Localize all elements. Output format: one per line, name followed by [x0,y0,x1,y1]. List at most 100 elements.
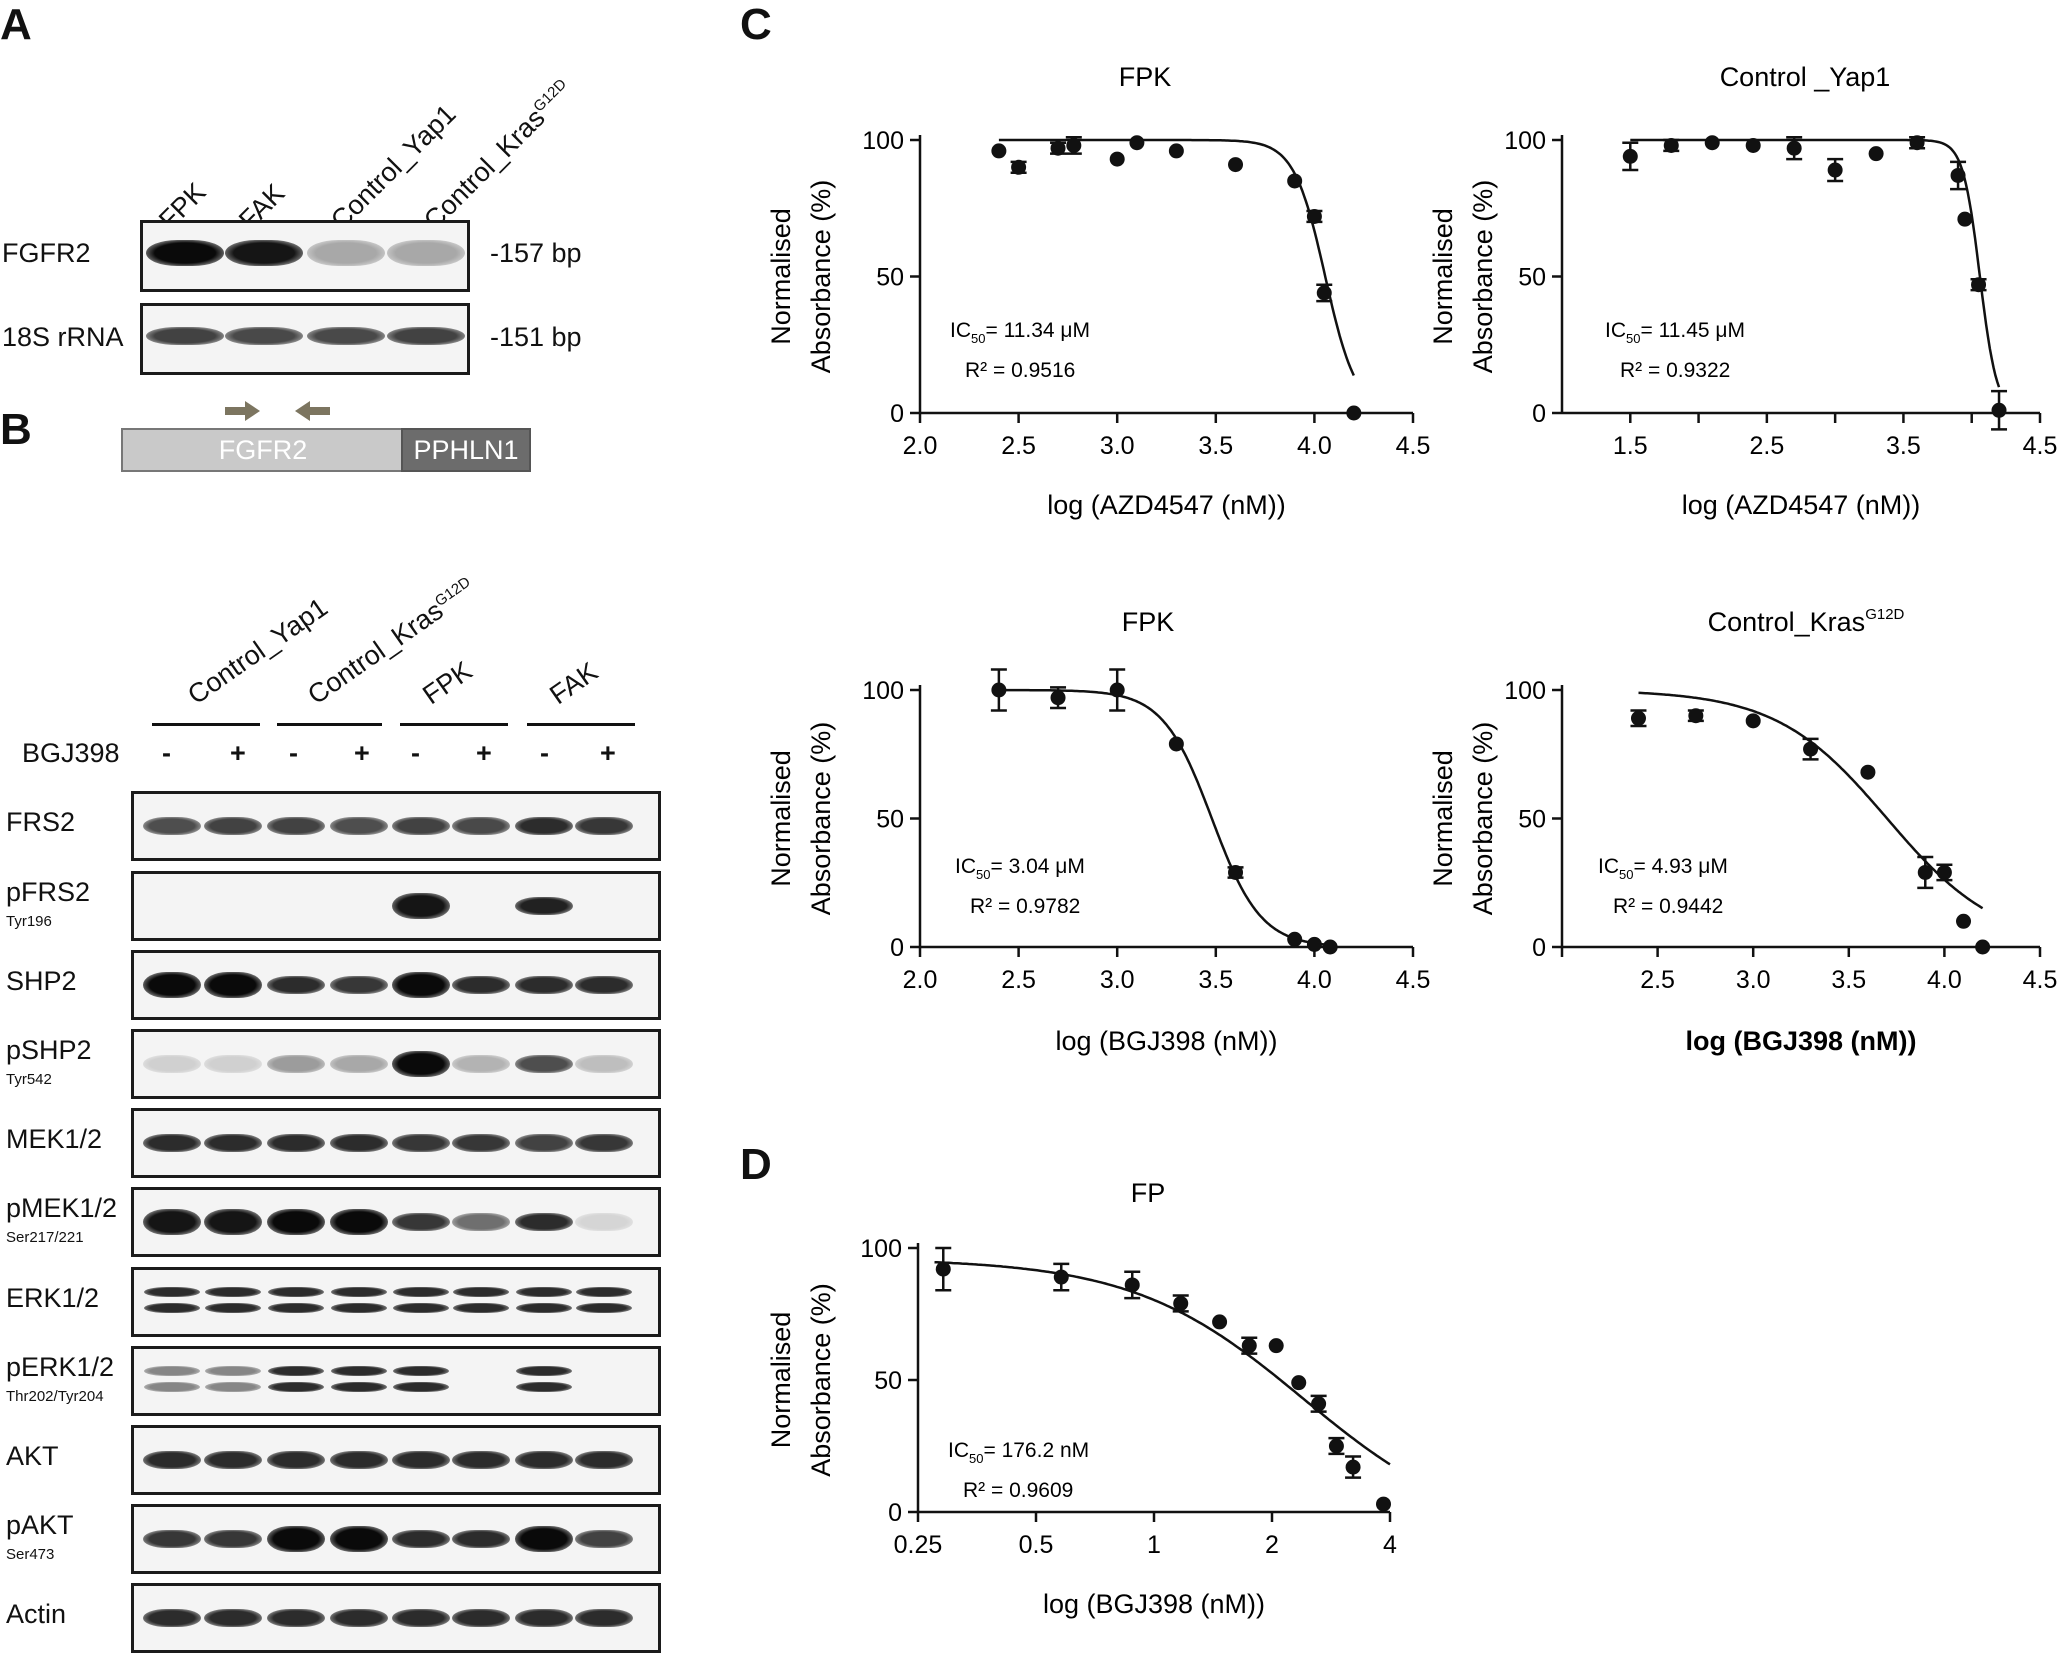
x-tick-label: 2.5 [1001,432,1036,460]
blot-band [330,1209,388,1235]
blot-band [393,1366,449,1376]
blot-strip [131,1425,661,1495]
x-tick-label: 1.5 [1613,432,1648,460]
data-point [1168,736,1184,752]
panel-c-letter: C [740,0,772,49]
blot-band [268,1366,324,1376]
x-axis-label: log (BGJ398 (nM)) [1055,1026,1277,1056]
data-point [1868,146,1884,162]
fusion-gene-pphln1: PPHLN1 [401,428,531,472]
x-tick-label: 3.5 [1831,966,1866,994]
x-tick-label: 2.5 [1001,966,1036,994]
blot-band [575,1530,633,1548]
x-tick-label: 3.5 [1198,432,1233,460]
blot-band [331,1366,387,1376]
data-point [1322,939,1338,955]
blot-sublabel: Ser473 [6,1546,55,1563]
gel-size-18s: -151 bp [490,322,582,352]
data-point [1306,936,1322,952]
data-point [1745,713,1761,729]
x-axis-label: log (AZD4547 (nM)) [1047,490,1286,520]
blot-band [515,976,573,994]
gel-band [146,240,224,266]
ic50-subscript: 50 [1619,867,1633,882]
reverse-primer-arrow [295,401,330,421]
ic50-value: = 11.45 μM [1640,319,1745,342]
x-axis-label: log (BGJ398 (nM)) [1685,1026,1916,1056]
y-tick-label: 0 [888,1499,902,1527]
blot-band [330,1451,388,1469]
blot-band [267,1609,325,1627]
x-tick-label: 4 [1383,1531,1397,1559]
blot-band [143,1134,201,1152]
y-axis-label-line2: Absorbance (%) [806,1283,836,1477]
fit-curve [1630,138,2001,388]
blot-band [392,1451,450,1469]
blot-strip [131,1267,661,1337]
r-squared-label: R² = 0.9609 [963,1479,1073,1502]
data-point [991,682,1007,698]
blot-band [515,817,573,835]
data-point [1375,1496,1391,1512]
data-point [1050,140,1066,156]
blot-band [575,817,633,835]
blot-band [576,1287,632,1297]
chart-0: FPK 0 50 100 2.0 2.5 3.0 3.5 4.0 4.5 log (AZD4547 … [766,62,1430,520]
data-point [935,1261,951,1277]
x-tick-label: 4.0 [1297,966,1332,994]
blot-band [267,817,325,835]
ic50-value: = 3.04 μM [990,855,1084,878]
x-tick-label: 3.5 [1198,966,1233,994]
blot-band [268,1303,324,1313]
y-tick-label: 100 [1504,127,1546,155]
blot-band [331,1303,387,1313]
blot-band [515,1134,573,1152]
data-point [1311,1396,1327,1412]
data-point [1957,211,1973,227]
y-tick-label: 50 [874,1367,902,1395]
blot-label: pFRS2 [6,877,91,907]
blot-strip [131,1346,661,1416]
treatment-label: BGJ398 [22,738,120,768]
blot-band [143,1609,201,1627]
blot-band [515,1055,573,1073]
chart-title: FPK [1119,62,1172,92]
blot-band [144,1366,200,1376]
panel-b-letter: B [0,405,32,454]
primer-arrows [225,401,330,421]
blot-strip [131,1187,661,1257]
data-point [1109,151,1125,167]
blot-band [143,1209,201,1235]
data-point [1991,402,2007,418]
blot-band [204,972,262,998]
blot-band [331,1287,387,1297]
blot-band [452,1213,510,1231]
y-tick-label: 50 [1518,806,1546,834]
x-tick-label: 2.0 [903,966,938,994]
group-line-1 [152,723,260,726]
blot-band [267,1526,325,1552]
ic50-label: IC50= 176.2 nM [948,1439,1089,1466]
gel-18s-rrna [140,303,470,375]
blot-band [392,972,450,998]
blot-band [331,1382,387,1392]
data-point [1346,405,1362,421]
gel-band [387,327,465,345]
data-point [1287,173,1303,189]
blot-band [575,1213,633,1231]
y-axis-label-line1: Normalised [1428,208,1458,345]
forward-primer-arrow [225,401,260,421]
x-tick-label: 3.0 [1736,966,1771,994]
data-point [1124,1277,1140,1293]
x-tick-label: 4.0 [1297,432,1332,460]
data-point [1909,135,1925,151]
blot-band [575,1609,633,1627]
blot-label: pAKT [6,1510,74,1540]
blot-band [516,1287,572,1297]
blot-band [515,897,573,915]
blot-band [392,1051,450,1077]
x-tick-label: 2 [1265,1531,1279,1559]
ic50-label: IC50= 4.93 μM [1598,855,1728,882]
gel-size-fgfr2: -157 bp [490,238,582,268]
blot-band [515,1213,573,1231]
